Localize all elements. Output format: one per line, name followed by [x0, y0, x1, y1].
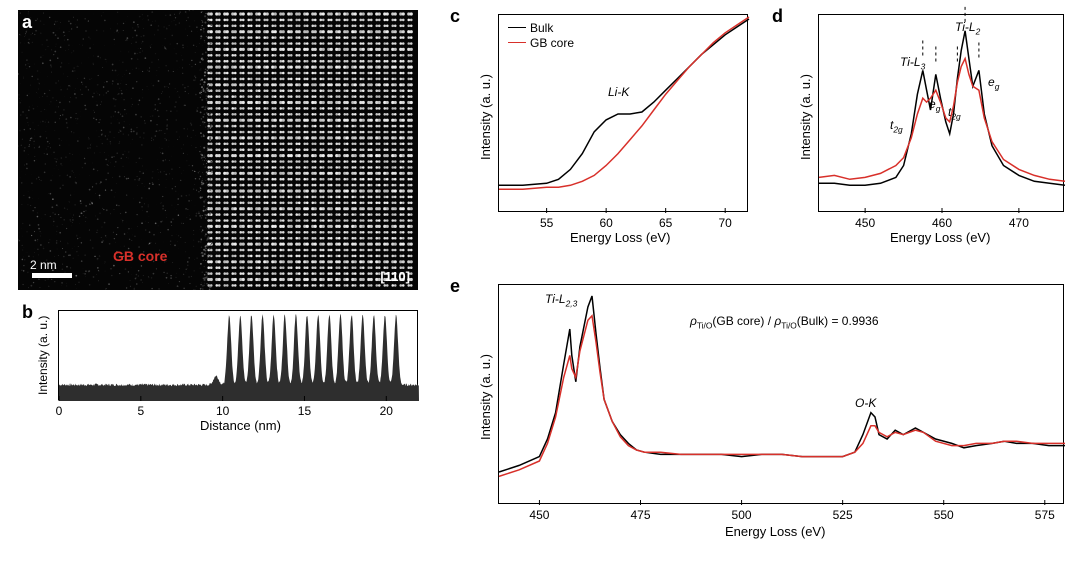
panel-c-xlabel: Energy Loss (eV) [570, 230, 670, 245]
panel-c-LiK: Li-K [608, 85, 629, 99]
svg-text:65: 65 [659, 216, 673, 230]
svg-text:475: 475 [630, 508, 650, 522]
panel-d-t2g-2: t2g [948, 105, 961, 121]
panel-c-legend: Bulk GB core [508, 20, 574, 50]
panel-d-TiL2: Ti-L2 [955, 20, 980, 36]
panel-c-ylabel: Intensity (a. u.) [478, 74, 493, 160]
panel-d-ylabel: Intensity (a. u.) [798, 74, 813, 160]
svg-text:470: 470 [1009, 216, 1029, 230]
svg-text:10: 10 [216, 404, 230, 418]
panel-label-b: b [22, 302, 33, 323]
panel-label-e: e [450, 276, 460, 297]
panel-label-c: c [450, 6, 460, 27]
tem-scale-bar [32, 273, 72, 278]
legend-bulk-swatch [508, 27, 526, 28]
svg-text:450: 450 [855, 216, 875, 230]
panel-d-t2g-1: t2g [890, 118, 903, 134]
svg-text:550: 550 [934, 508, 954, 522]
panel-d-TiL3: Ti-L3 [900, 55, 925, 71]
legend-gbcore-label: GB core [530, 36, 574, 50]
svg-text:20: 20 [380, 404, 394, 418]
panel-b-ylabel: Intensity (a. u.) [36, 316, 50, 395]
panel-d-eg-2: eg [988, 75, 999, 91]
legend-bulk-label: Bulk [530, 21, 553, 35]
panel-b-svg: 05101520 [59, 311, 419, 401]
legend-bulk: Bulk [508, 20, 574, 35]
panel-e-ratio: ρTi/O(GB core) / ρTi/O(Bulk) = 0.9936 [690, 314, 879, 330]
panel-d-plot: 450460470 [818, 14, 1064, 212]
panel-e-xlabel: Energy Loss (eV) [725, 524, 825, 539]
panel-label-a: a [22, 12, 32, 33]
svg-text:525: 525 [833, 508, 853, 522]
panel-e-TiL23: Ti-L2,3 [545, 292, 577, 308]
figure-root: a GB core 2 nm [110] b 05101520 Intensit… [0, 0, 1080, 566]
svg-text:55: 55 [540, 216, 554, 230]
tem-gbcore-label: GB core [113, 248, 167, 264]
tem-zone-axis: [110] [380, 269, 410, 284]
svg-text:70: 70 [719, 216, 733, 230]
svg-text:500: 500 [732, 508, 752, 522]
panel-e-ylabel: Intensity (a. u.) [478, 354, 493, 440]
svg-text:60: 60 [599, 216, 613, 230]
panel-d-eg-1: eg [929, 97, 940, 113]
tem-lattice [18, 10, 418, 290]
svg-text:5: 5 [137, 404, 144, 418]
panel-d-xlabel: Energy Loss (eV) [890, 230, 990, 245]
panel-b-xlabel: Distance (nm) [200, 418, 281, 433]
svg-text:0: 0 [56, 404, 63, 418]
panel-e-OK: O-K [855, 396, 876, 410]
legend-gbcore: GB core [508, 35, 574, 50]
panel-a-tem-image: GB core 2 nm [110] [18, 10, 418, 290]
panel-b-plot: 05101520 [58, 310, 418, 400]
svg-text:450: 450 [529, 508, 549, 522]
panel-label-d: d [772, 6, 783, 27]
svg-text:15: 15 [298, 404, 312, 418]
tem-scale-text: 2 nm [30, 258, 57, 272]
svg-text:460: 460 [932, 216, 952, 230]
svg-text:575: 575 [1035, 508, 1055, 522]
panel-d-svg: 450460470 [819, 15, 1065, 213]
legend-gbcore-swatch [508, 42, 526, 43]
